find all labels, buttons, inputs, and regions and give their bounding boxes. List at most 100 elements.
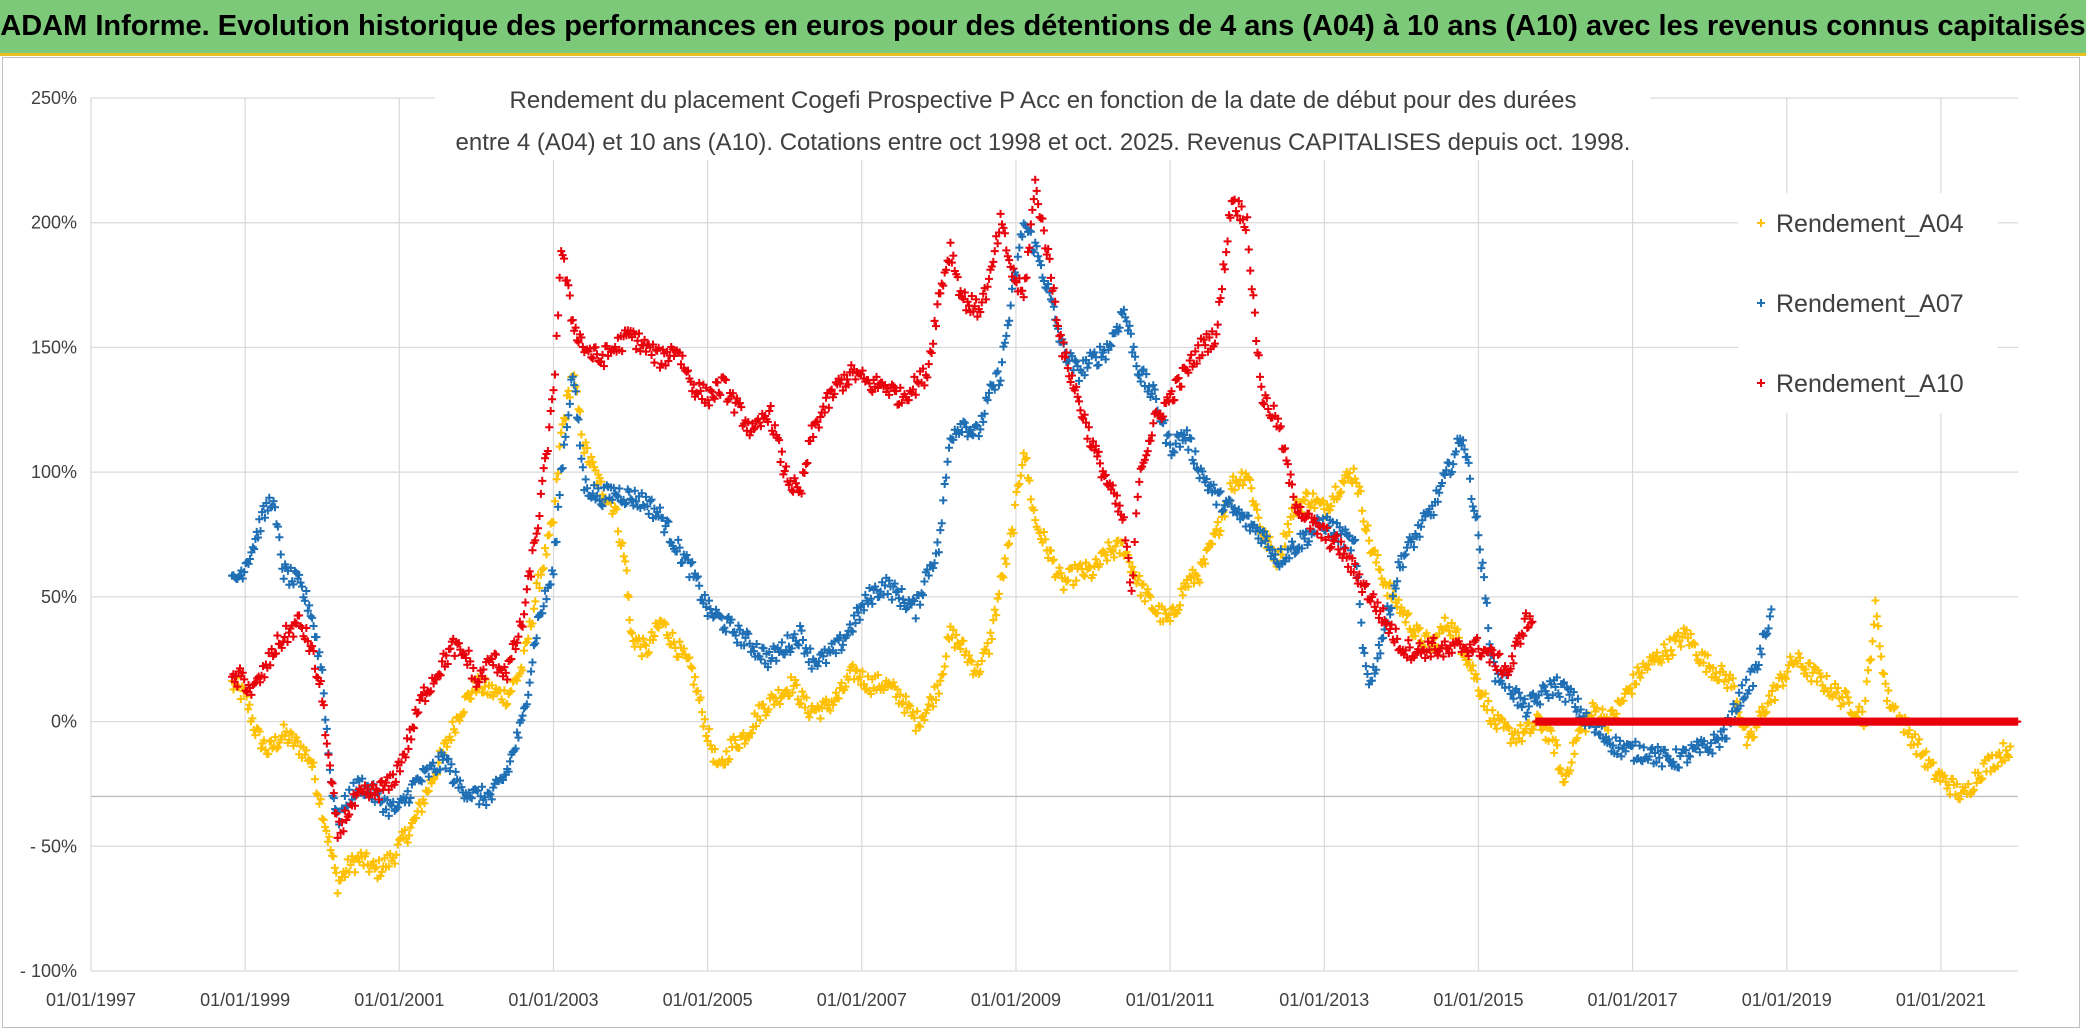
rendement-a04-point [377, 867, 386, 876]
rendement-a07-point [315, 648, 324, 657]
rendement-a04-point [583, 444, 592, 453]
rendement-a10-point [1121, 536, 1130, 545]
rendement-a04-point [1080, 572, 1089, 581]
rendement-a10-point [1341, 544, 1350, 553]
rendement-a04-point [1675, 637, 1684, 646]
rendement-a10-point [277, 643, 286, 652]
rendement-a04-point [993, 594, 1002, 603]
rendement-a04-point [1035, 529, 1044, 538]
rendement-a10-point [503, 675, 512, 684]
rendement-a04-point [1604, 726, 1613, 735]
rendement-a04-point [1884, 686, 1893, 695]
rendement-a04-point [1307, 498, 1316, 507]
rendement-a07-point [1555, 692, 1564, 701]
rendement-a04-point [1812, 677, 1821, 686]
chart-frame: - 100% - 50% 0% 50% 100% 150% 200% 250% 01/01/19… [2, 57, 2080, 1028]
rendement-a04-point [1899, 728, 1908, 737]
rendement-a04-point [1964, 780, 1973, 789]
rendement-a04-point [1492, 724, 1501, 733]
rendement-a04-point [1351, 474, 1360, 483]
rendement-a10-point [407, 735, 416, 744]
rendement-a10-point [1325, 544, 1334, 553]
rendement-a07-point [1737, 681, 1746, 690]
rendement-a04-point [947, 633, 956, 642]
rendement-a10-point [322, 739, 331, 748]
rendement-a04-point [1323, 500, 1332, 509]
rendement-a07-point [1515, 688, 1524, 697]
rendement-a10-point [963, 297, 972, 306]
rendement-a04-point [1714, 675, 1723, 684]
rendement-a07-point [1464, 458, 1473, 467]
rendement-a10-point [1205, 333, 1214, 342]
rendement-a10-point [240, 675, 249, 684]
rendement-a04-point [782, 686, 791, 695]
rendement-a07-point [1551, 683, 1560, 692]
rendement-a04-point [1724, 675, 1733, 684]
rendement-a10-point [318, 697, 327, 706]
rendement-a07-point [1367, 676, 1376, 685]
rendement-a07-point [1034, 252, 1043, 261]
rendement-a04-point [1139, 580, 1148, 589]
rendement-a04-point [1676, 642, 1685, 651]
rendement-a10-point [851, 375, 860, 384]
rendement-a04-point [1782, 674, 1791, 683]
rendement-a07-point [1519, 699, 1528, 708]
rendement-a07-point [1233, 510, 1242, 519]
rendement-a07-point [529, 641, 538, 650]
rendement-a07-point [848, 627, 857, 636]
rendement-a10-point [1252, 336, 1261, 345]
rendement-a04-point [1573, 734, 1582, 743]
rendement-a10-point [325, 761, 334, 770]
rendement-a04-point [1013, 481, 1022, 490]
rendement-a04-point [664, 633, 673, 642]
rendement-a07-point [1131, 352, 1140, 361]
x-tick-label: 01/01/2015 [1433, 990, 1523, 1010]
rendement-a07-point [1260, 527, 1269, 536]
rendement-a10-point [1072, 382, 1081, 391]
rendement-a04-point [1386, 579, 1395, 588]
rendement-a07-point [403, 787, 412, 796]
rendement-a04-point [1651, 653, 1660, 662]
rendement-a07-point [504, 767, 513, 776]
rendement-a07-point [966, 425, 975, 434]
rendement-a07-point [598, 502, 607, 511]
rendement-a07-point [1637, 756, 1646, 765]
x-tick-label: 01/01/2009 [971, 990, 1061, 1010]
rendement-a04-point [1627, 689, 1636, 698]
rendement-a04-point [1489, 714, 1498, 723]
rendement-a04-point [1547, 726, 1556, 735]
rendement-a07-point [1219, 506, 1228, 515]
rendement-a04-point [1414, 625, 1423, 634]
rendement-a10-point [1470, 637, 1479, 646]
rendement-a04-point [350, 868, 359, 877]
rendement-a04-point [1402, 611, 1411, 620]
rendement-a07-point [1143, 387, 1152, 396]
rendement-a04-point [448, 717, 457, 726]
rendement-a04-point [1356, 487, 1365, 496]
rendement-a10-point [1256, 372, 1265, 381]
rendement-a04-point [826, 706, 835, 715]
rendement-a04-point [1567, 758, 1576, 767]
rendement-a10-point [1215, 297, 1224, 306]
rendement-a07-point [984, 388, 993, 397]
rendement-a10-point [987, 262, 996, 271]
rendement-a10-point [419, 683, 428, 692]
x-tick-label: 01/01/2003 [508, 990, 598, 1010]
rendement-a07-point [565, 399, 574, 408]
rendement-a07-point [1149, 381, 1158, 390]
rendement-a10-point [1219, 260, 1228, 269]
rendement-a07-point [1166, 440, 1175, 449]
rendement-a10-point [489, 661, 498, 670]
rendement-a07-point [1753, 665, 1762, 674]
rendement-a04-point [1251, 500, 1260, 509]
rendement-a10-point [1003, 252, 1012, 261]
rendement-a10-point [1491, 662, 1500, 671]
rendement-a07-point [1527, 691, 1536, 700]
rendement-a04-point [539, 564, 548, 573]
rendement-a07-point [637, 489, 646, 498]
rendement-a10-point [933, 300, 942, 309]
rendement-a10-point [730, 408, 739, 417]
rendement-a04-point [1160, 605, 1169, 614]
rendement-a07-point [1672, 745, 1681, 754]
rendement-a10-point [716, 390, 725, 399]
